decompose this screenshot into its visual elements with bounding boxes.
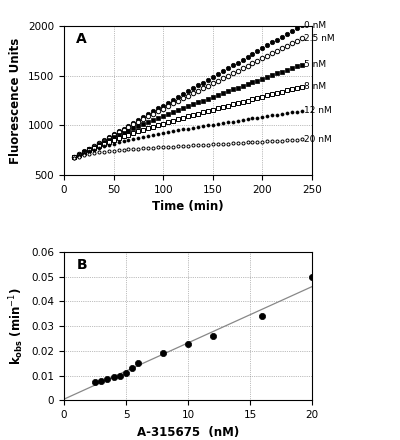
- X-axis label: Time (min): Time (min): [152, 200, 224, 213]
- Text: 5 nM: 5 nM: [304, 60, 326, 69]
- Text: 2.5 nM: 2.5 nM: [304, 34, 335, 43]
- X-axis label: A-315675  (nM): A-315675 (nM): [137, 425, 239, 439]
- Text: 12 nM: 12 nM: [304, 106, 332, 115]
- Text: 8 nM: 8 nM: [304, 82, 326, 91]
- Text: 0 nM: 0 nM: [304, 21, 326, 30]
- Text: B: B: [76, 258, 87, 272]
- Y-axis label: Fluorescence Units: Fluorescence Units: [10, 37, 22, 164]
- Y-axis label: k$_{\mathregular{obs}}$ (min$^{-1}$): k$_{\mathregular{obs}}$ (min$^{-1}$): [7, 287, 26, 365]
- Text: 20 nM: 20 nM: [304, 135, 332, 144]
- Text: A: A: [76, 32, 87, 46]
